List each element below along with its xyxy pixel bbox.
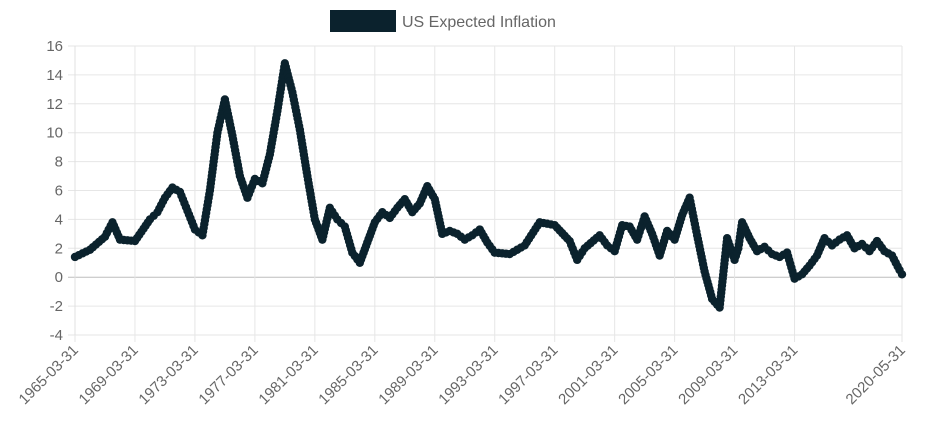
y-tick-label: 10: [46, 125, 63, 142]
x-tick-label: 2009-03-31: [675, 342, 741, 408]
y-axis-ticks: 16 14 12 10 8 6 4 2 0 -2 -4: [46, 38, 63, 344]
y-tick-label: 16: [46, 38, 63, 55]
x-tick-label: 2001-03-31: [555, 342, 621, 408]
y-tick-label: 8: [55, 154, 63, 171]
data-point[interactable]: [897, 270, 907, 279]
legend-swatch[interactable]: [330, 10, 396, 32]
x-tick-label: 1985-03-31: [315, 342, 381, 408]
x-tick-label: 2013-03-31: [735, 342, 801, 408]
x-tick-label: 1965-03-31: [16, 342, 82, 408]
y-tick-label: 12: [46, 96, 63, 113]
x-tick-label: 1973-03-31: [135, 342, 201, 408]
x-tick-label: 1993-03-31: [435, 342, 501, 408]
x-tick-label: 1981-03-31: [255, 342, 321, 408]
x-tick-label: 2020-05-31: [843, 342, 909, 408]
legend-label[interactable]: US Expected Inflation: [402, 14, 556, 31]
y-tick-label: 14: [46, 67, 63, 84]
y-tick-label: 2: [55, 240, 63, 257]
chart-grid: [68, 45, 903, 342]
x-tick-label: 1997-03-31: [495, 342, 561, 408]
x-tick-label: 1969-03-31: [76, 342, 142, 408]
x-axis-ticks: 1965-03-311969-03-311973-03-311977-03-31…: [16, 342, 909, 408]
y-tick-label: -4: [50, 327, 63, 344]
series-line: [73, 61, 904, 310]
y-tick-label: 4: [55, 211, 63, 228]
legend[interactable]: US Expected Inflation: [330, 10, 556, 32]
x-tick-label: 1977-03-31: [195, 342, 261, 408]
x-tick-label: 1989-03-31: [375, 342, 441, 408]
y-tick-label: 6: [55, 183, 63, 200]
y-tick-label: -2: [50, 298, 63, 315]
y-tick-label: 0: [55, 269, 63, 286]
x-tick-label: 2005-03-31: [615, 342, 681, 408]
series-layer: [70, 59, 907, 312]
